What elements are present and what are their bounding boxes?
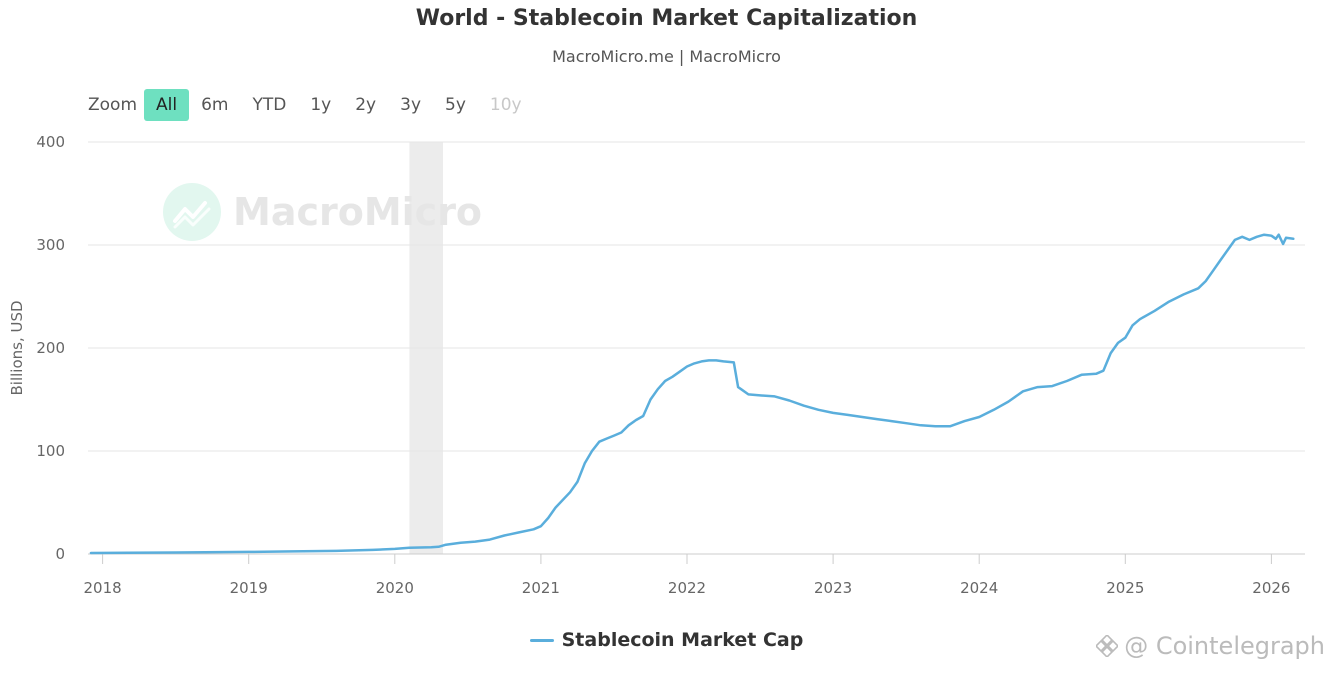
- credit-text: @ Cointelegraph: [1124, 632, 1325, 660]
- chart-legend[interactable]: Stablecoin Market Cap: [0, 629, 1333, 651]
- chart-title: World - Stablecoin Market Capitalization: [415, 6, 918, 31]
- zoom-2y-button[interactable]: 2y: [355, 95, 377, 115]
- x-tick-label: 2022: [668, 579, 706, 597]
- macromicro-logo-icon: [163, 183, 221, 241]
- binance-diamond-icon: [1095, 633, 1120, 659]
- x-tick-label: 2019: [230, 579, 268, 597]
- zoom-6m-button[interactable]: 6m: [201, 95, 229, 115]
- y-tick-label: 0: [55, 545, 65, 563]
- x-tick-label: 2020: [376, 579, 414, 597]
- x-tick-label: 2025: [1106, 579, 1144, 597]
- x-axis: 2018 2019 2020 2021 2022 2023 2024 2025 2026: [84, 553, 1305, 597]
- x-tick-label: 2024: [960, 579, 998, 597]
- cointelegraph-credit: @ Cointelegraph: [1095, 632, 1325, 660]
- y-tick-label: 300: [36, 236, 65, 254]
- zoom-5y-button[interactable]: 5y: [445, 95, 466, 115]
- zoom-ytd-button[interactable]: YTD: [252, 95, 287, 115]
- series-line-stablecoin-market-cap[interactable]: [89, 233, 1295, 555]
- y-axis: 0 100 200 300 400: [36, 133, 65, 563]
- zoom-all-button[interactable]: All: [144, 89, 190, 121]
- x-tick-label: 2021: [522, 579, 560, 597]
- zoom-3y-button[interactable]: 3y: [400, 95, 422, 115]
- y-tick-label: 200: [36, 339, 65, 357]
- watermark-text: MacroMicro: [233, 190, 483, 234]
- x-tick-label: 2023: [814, 579, 852, 597]
- y-axis-label: Billions, USD: [8, 300, 26, 395]
- y-tick-label: 400: [36, 133, 65, 151]
- y-gridlines: [88, 141, 1305, 452]
- legend-item-stablecoin-market-cap[interactable]: Stablecoin Market Cap: [561, 629, 804, 651]
- y-tick-label: 100: [36, 442, 65, 460]
- series-layer: [89, 233, 1295, 555]
- legend-swatch: [529, 638, 554, 642]
- zoom-selector: Zoom All 6m YTD 1y 2y 3y 5y 10y: [88, 89, 534, 121]
- chart-subtitle: MacroMicro.me | MacroMicro: [552, 47, 781, 66]
- zoom-1y-button[interactable]: 1y: [310, 95, 332, 115]
- macromicro-watermark: MacroMicro: [163, 183, 482, 241]
- zoom-10y-button[interactable]: 10y: [489, 95, 522, 115]
- x-tick-label: 2026: [1252, 579, 1290, 597]
- x-tick-label: 2018: [84, 579, 122, 597]
- zoom-label: Zoom: [88, 95, 138, 115]
